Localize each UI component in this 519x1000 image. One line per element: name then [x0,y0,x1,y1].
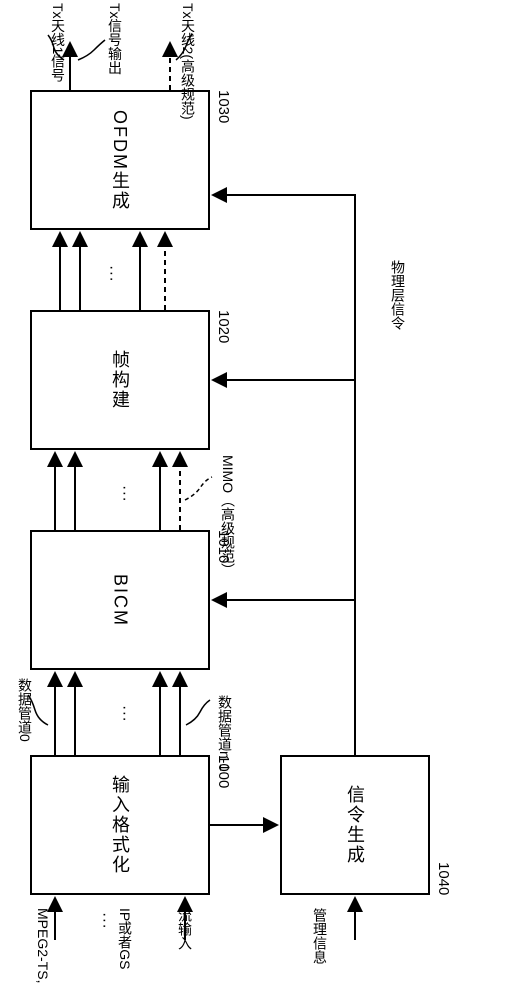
num-1030: 1030 [215,90,232,123]
bicm-label: BICM [110,574,131,627]
tx-ant2-label: Tx天线2(高级规范) [168,3,198,120]
mgmt-info-label: 管理信息 [310,908,330,964]
tx-ant1-label: Tx天线1信号 [38,3,68,82]
phy-signaling-label: 物理层信令 [388,260,408,330]
frame-building-box: 帧构建 [30,310,210,450]
signaling-gen-label: 信令生成 [342,785,368,865]
frame-building-label: 帧构建 [107,350,133,410]
data-pipe-0-label: 数据管道0 [15,678,35,742]
input-formatting-label: 输入格式化 [107,775,133,875]
mpeg2ts-label: MPEG2-TS, [35,908,51,983]
num-1020: 1020 [215,310,232,343]
num-1040: 1040 [435,862,452,895]
data-pipe-n1-label: 数据管道n-1 [215,695,235,771]
dots-frame: · · · [102,265,120,280]
mimo-label: MIMO（高级规范） [218,455,238,577]
dots-pipe: · · · [115,705,133,720]
bicm-box: BICM [30,530,210,670]
dots-input: · · · [95,912,113,927]
tx-out-label: Tx信号输出 [105,3,125,75]
stream-in-label: 流输入 [175,908,195,950]
dots-bicm: · · · [115,485,133,500]
ofdm-gen-label: OFDM生成 [107,110,133,211]
input-formatting-box: 输入格式化 [30,755,210,895]
signaling-gen-box: 信令生成 [280,755,430,895]
